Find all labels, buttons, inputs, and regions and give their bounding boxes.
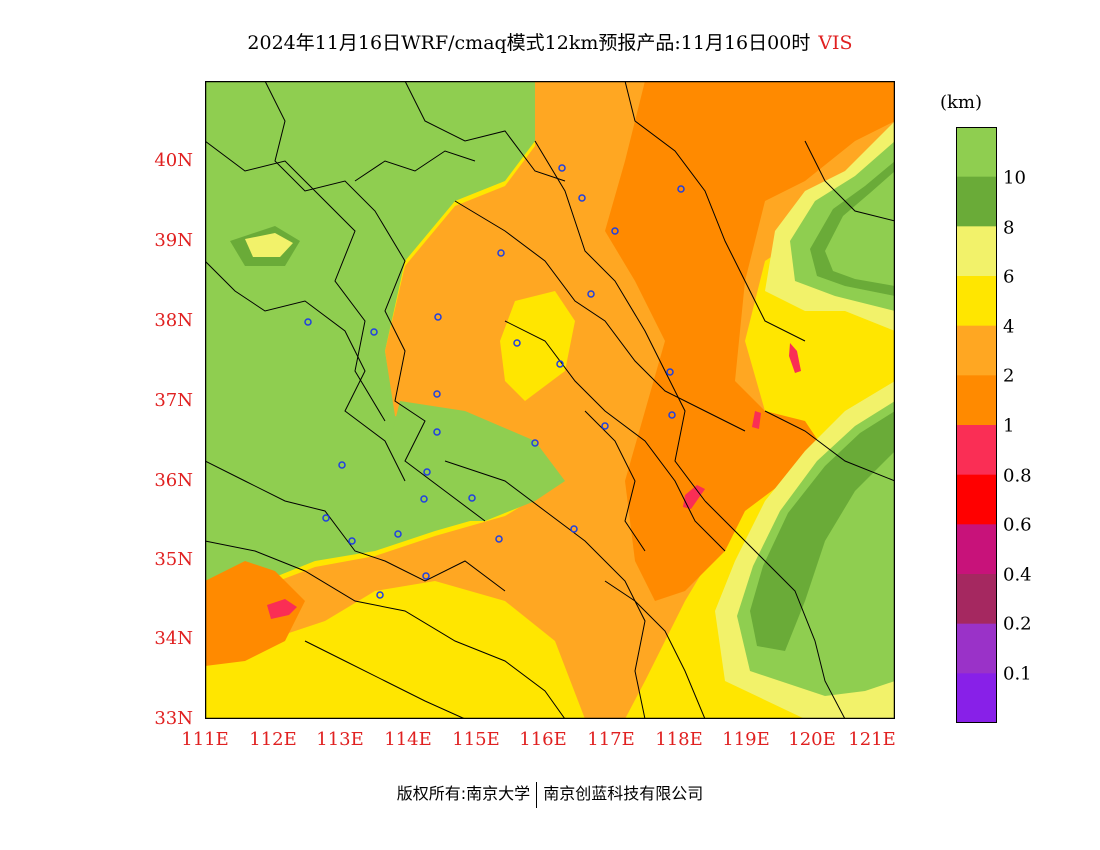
lon-label: 121E — [848, 729, 896, 750]
city-marker — [422, 572, 430, 580]
lon-label: 120E — [788, 729, 836, 750]
fill-red-hotspot-1 — [789, 343, 801, 373]
colorbar — [956, 127, 997, 723]
city-marker — [376, 591, 384, 599]
city-marker — [531, 439, 539, 447]
city-marker — [601, 422, 609, 430]
lon-label: 118E — [655, 729, 703, 750]
city-markers — [304, 164, 685, 599]
colorbar-swatch — [956, 226, 997, 277]
city-marker — [338, 461, 346, 469]
copyright-footer: 版权所有:南京大学 南京创蓝科技有限公司 — [0, 780, 1100, 808]
fill-darkorange-east — [605, 81, 895, 601]
colorbar-label: 1 — [1003, 415, 1015, 437]
lat-label: 33N — [154, 708, 193, 729]
colorbar-swatch — [956, 623, 997, 674]
colorbar-label: 4 — [1003, 316, 1015, 338]
fill-red-hotspot-4 — [267, 599, 297, 619]
lon-label: 117E — [587, 729, 635, 750]
colorbar-units: (km) — [940, 92, 983, 113]
lon-label: 113E — [316, 729, 364, 750]
fill-red-hotspot-3 — [683, 485, 705, 509]
colorbar-label: 0.2 — [1003, 613, 1032, 635]
map-title: 2024年11月16日WRF/cmaq模式12km预报产品:11月16日00时 V… — [0, 28, 1100, 55]
city-marker — [611, 227, 619, 235]
city-marker — [570, 525, 578, 533]
lat-label: 35N — [154, 549, 193, 570]
fill-red-hotspot-2 — [752, 411, 761, 429]
city-marker — [433, 428, 441, 436]
colorbar-swatch — [956, 524, 997, 575]
colorbar-swatch — [956, 474, 997, 525]
colorbar-label: 0.6 — [1003, 514, 1032, 536]
city-marker — [468, 494, 476, 502]
colorbar-label: 10 — [1003, 167, 1026, 189]
city-marker — [420, 495, 428, 503]
city-marker — [558, 164, 566, 172]
city-marker — [394, 530, 402, 538]
city-marker — [668, 411, 676, 419]
colorbar-swatch — [956, 127, 997, 178]
colorbar-label: 0.8 — [1003, 465, 1032, 487]
map-canvas — [205, 81, 895, 719]
lat-label: 40N — [154, 150, 193, 171]
city-marker — [513, 339, 521, 347]
map-frame — [205, 81, 895, 719]
city-marker — [304, 318, 312, 326]
lon-label: 114E — [384, 729, 432, 750]
title-main: 2024年11月16日WRF/cmaq模式12km预报产品:11月16日00时 — [247, 32, 811, 54]
copyright-right: 南京创蓝科技有限公司 — [543, 784, 704, 803]
city-marker — [578, 194, 586, 202]
fill-yellow-center — [500, 291, 575, 401]
colorbar-frame — [956, 127, 997, 723]
copyright-left: 版权所有:南京大学 — [396, 784, 531, 803]
city-marker — [677, 185, 685, 193]
city-marker — [556, 360, 564, 368]
city-marker — [495, 535, 503, 543]
colorbar-label: 2 — [1003, 365, 1015, 387]
city-marker — [433, 390, 441, 398]
fill-darkorange-sw — [205, 561, 305, 666]
footer-separator — [536, 781, 538, 808]
colorbar-label: 6 — [1003, 266, 1015, 288]
city-marker — [423, 468, 431, 476]
fill-lightyellow-island — [245, 233, 293, 257]
colorbar-label: 0.1 — [1003, 663, 1032, 685]
colorbar-swatch — [956, 176, 997, 227]
lat-label: 34N — [154, 628, 193, 649]
lon-label: 116E — [519, 729, 567, 750]
colorbar-swatch — [956, 574, 997, 625]
city-marker — [497, 249, 505, 257]
colorbar-swatch — [956, 673, 997, 723]
colorbar-swatches — [956, 127, 997, 723]
colorbar-swatch — [956, 375, 997, 426]
city-marker — [666, 368, 674, 376]
city-marker — [322, 514, 330, 522]
fill-green-sea-north-inner — [825, 171, 895, 286]
admin-boundaries — [205, 81, 895, 719]
lat-label: 38N — [154, 310, 193, 331]
colorbar-swatch — [956, 325, 997, 376]
title-variable: VIS — [818, 32, 853, 54]
lat-label: 36N — [154, 470, 193, 491]
colorbar-label: 8 — [1003, 217, 1015, 239]
city-marker — [348, 537, 356, 545]
fill-darkgreen-edge-south — [750, 411, 895, 651]
lat-label: 39N — [154, 230, 193, 251]
lon-label: 112E — [249, 729, 297, 750]
fill-green-mid — [385, 401, 565, 521]
city-marker — [434, 313, 442, 321]
colorbar-swatch — [956, 425, 997, 476]
city-marker — [587, 290, 595, 298]
colorbar-swatch — [956, 276, 997, 327]
colorbar-label: 0.4 — [1003, 564, 1032, 586]
lon-label: 111E — [181, 729, 229, 750]
city-marker — [370, 328, 378, 336]
lon-label: 119E — [722, 729, 770, 750]
visibility-map[interactable] — [205, 81, 895, 719]
lat-label: 37N — [154, 390, 193, 411]
lon-label: 115E — [452, 729, 500, 750]
